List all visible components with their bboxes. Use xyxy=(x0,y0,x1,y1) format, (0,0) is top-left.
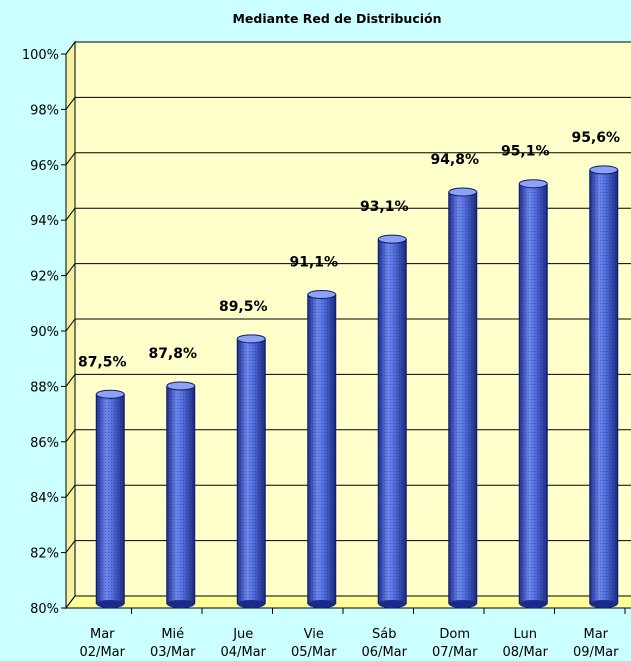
gridline-side xyxy=(65,484,76,498)
gridline-side xyxy=(65,263,76,276)
bar-texture xyxy=(166,385,195,604)
bar-top xyxy=(518,179,548,189)
bar-texture xyxy=(589,169,618,604)
bar xyxy=(589,165,619,608)
bar-base xyxy=(166,600,195,608)
x-tick-label-day: Mar xyxy=(90,627,115,642)
data-label: 91,1% xyxy=(289,255,338,271)
data-labels: 87,5% 87,8% 89,5% 91,1% 93,1% 94,8% 95,1% 95,6% xyxy=(78,130,620,370)
data-label: 94,8% xyxy=(430,152,479,168)
x-axis-categories: Mar 02/Mar Mié 03/Mar Jue 04/Mar Vie 05/Mar Sáb 0… xyxy=(80,608,626,660)
x-tick-label-day: Lun xyxy=(514,627,538,642)
bar-base xyxy=(448,600,477,608)
bar-texture xyxy=(448,192,477,605)
bar-top xyxy=(166,381,196,391)
x-tick-label-date: 06/Mar xyxy=(362,645,408,660)
gridline-side xyxy=(65,152,76,166)
bar-texture xyxy=(96,394,125,604)
y-tick-label: 92% xyxy=(30,270,59,285)
y-tick-label: 88% xyxy=(30,380,59,395)
x-tick-label-date: 05/Mar xyxy=(291,645,337,660)
bars xyxy=(95,165,619,608)
gridline-side xyxy=(65,429,76,443)
y-tick-label: 94% xyxy=(30,214,59,229)
bar-base xyxy=(378,600,407,608)
bar xyxy=(166,381,196,608)
y-tick-label: 86% xyxy=(30,436,59,451)
y-axis-ticks: 80% 82% 84% 86% 88% 90% 92% 94% 96% 98% 100% xyxy=(22,48,66,617)
data-label: 93,1% xyxy=(360,199,409,215)
x-tick-label-date: 04/Mar xyxy=(221,645,267,660)
y-tick-label: 100% xyxy=(22,48,59,63)
bar-top xyxy=(377,234,407,244)
bar xyxy=(518,179,548,608)
y-tick-label: 90% xyxy=(30,325,59,340)
bar-base xyxy=(96,600,125,608)
bar xyxy=(307,290,337,608)
data-label: 89,5% xyxy=(219,299,268,315)
bar-top xyxy=(236,334,266,344)
y-tick-label: 82% xyxy=(30,547,59,562)
x-tick-label-day: Vie xyxy=(304,627,324,642)
bar xyxy=(377,234,407,608)
gridline-side xyxy=(65,207,76,221)
gridline-side xyxy=(65,374,76,387)
bar-texture xyxy=(519,183,548,605)
bar-texture xyxy=(237,338,266,604)
bar xyxy=(448,187,478,608)
bar-base xyxy=(589,600,618,608)
x-tick-label-date: 02/Mar xyxy=(80,645,126,660)
y-tick-label: 80% xyxy=(30,602,59,617)
bar xyxy=(236,334,266,608)
bar-texture xyxy=(307,294,336,604)
bar-top xyxy=(589,165,619,175)
y-tick-label: 96% xyxy=(30,159,59,174)
y-tick-label: 84% xyxy=(30,491,59,506)
x-tick-label-date: 08/Mar xyxy=(503,645,549,660)
x-tick-label-day: Dom xyxy=(439,627,470,642)
bar xyxy=(95,389,125,608)
bar-base xyxy=(307,600,336,608)
data-label: 87,8% xyxy=(148,346,197,362)
chart-title: Mediante Red de Distribución xyxy=(232,11,441,26)
data-label: 95,1% xyxy=(501,144,550,160)
data-label: 87,5% xyxy=(78,354,127,370)
bar-top xyxy=(307,290,337,300)
gridline-side xyxy=(65,540,76,553)
bar-base xyxy=(237,600,266,608)
x-tick-label-day: Mié xyxy=(161,627,184,642)
x-tick-label-date: 09/Mar xyxy=(573,645,619,660)
bar-top xyxy=(95,389,125,399)
x-tick-label-date: 07/Mar xyxy=(432,645,478,660)
bar-top xyxy=(448,187,478,197)
x-tick-label-day: Mar xyxy=(583,627,608,642)
gridline-side xyxy=(65,595,76,609)
x-tick-label-day: Sáb xyxy=(372,627,396,642)
data-label: 95,6% xyxy=(571,130,620,146)
x-tick-label-day: Jue xyxy=(232,627,253,642)
bar-texture xyxy=(378,239,407,604)
gridline-side xyxy=(65,41,76,55)
y-tick-label: 98% xyxy=(30,103,59,118)
x-tick-label-date: 03/Mar xyxy=(150,645,196,660)
gridline-side xyxy=(65,97,76,110)
gridline-side xyxy=(65,318,76,332)
bar-base xyxy=(519,600,548,608)
